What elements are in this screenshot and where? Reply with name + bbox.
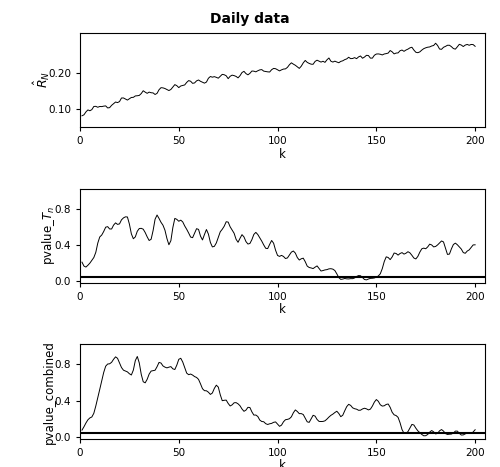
Y-axis label: $\hat{R}_N$: $\hat{R}_N$ (32, 71, 52, 88)
Y-axis label: pvalue_$T_n$: pvalue_$T_n$ (40, 206, 58, 265)
X-axis label: k: k (279, 148, 286, 161)
Text: Daily data: Daily data (210, 12, 290, 26)
X-axis label: k: k (279, 304, 286, 317)
Y-axis label: pvalue_combined: pvalue_combined (42, 340, 56, 444)
X-axis label: k: k (279, 460, 286, 467)
